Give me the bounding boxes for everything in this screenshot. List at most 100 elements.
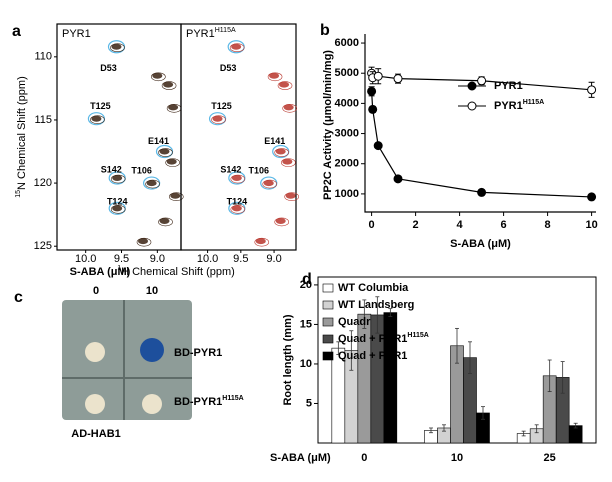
peak — [275, 148, 286, 155]
y-tick-label: 6000 — [335, 37, 359, 49]
y-axis-label-superscript: 15 — [15, 190, 22, 198]
peak — [282, 158, 293, 165]
x-tick-label: 10.0 — [75, 253, 96, 265]
peak — [231, 43, 242, 50]
peak-contour — [110, 43, 125, 53]
y-tick-label: 4000 — [335, 97, 359, 109]
footer-label: AD-HAB1 — [71, 428, 121, 440]
legend-label: Quad + PYR1 — [338, 350, 407, 362]
peak-contour — [274, 217, 290, 227]
peak — [159, 148, 170, 155]
x-axis-label: S-ABA (μM) — [450, 238, 511, 250]
legend-label: WT Landsberg — [338, 299, 414, 311]
peak-contour — [161, 81, 177, 90]
data-point — [393, 174, 403, 184]
yeast-spot — [85, 394, 105, 414]
y-tick-label: 125 — [34, 240, 52, 252]
peak-label: S142 — [101, 164, 122, 174]
y-axis-label: 15N Chemical Shift (ppm) — [15, 76, 28, 198]
peak — [166, 158, 177, 165]
legend-marker — [467, 101, 477, 111]
data-point — [587, 85, 597, 95]
peak-label: D53 — [220, 63, 237, 73]
spectrum-title-text: PYR1 — [62, 28, 91, 40]
legend-label-text: PYR1 — [494, 100, 523, 112]
x-tick-label: 0 — [369, 219, 375, 231]
peak-contour — [158, 148, 173, 157]
x-tick-label: 4 — [457, 219, 464, 231]
legend-label-superscript: H115A — [523, 99, 544, 106]
y-axis-label-text: N Chemical Shift (ppm) — [16, 76, 28, 190]
spectrum-title: PYR1 — [62, 28, 91, 40]
peak-contour — [110, 174, 126, 184]
peak-label: E141 — [264, 136, 285, 146]
peak — [212, 115, 223, 122]
peak-contour — [211, 115, 226, 124]
x-tick-label: 25 — [544, 452, 556, 464]
peak — [255, 238, 266, 245]
peak — [112, 205, 123, 212]
x-axis-label-text: H Chemical Shift (ppm) — [121, 266, 235, 278]
y-tick-label: 1000 — [335, 188, 359, 200]
peak-contour — [230, 174, 246, 184]
x-tick-label: 9.5 — [114, 253, 129, 265]
bar — [331, 347, 346, 444]
legend-label-text: WT Landsberg — [338, 299, 414, 311]
panel-label: c — [14, 289, 23, 306]
x-tick-label: 9.0 — [266, 253, 281, 265]
y-tick-label: 5 — [306, 397, 312, 409]
peak-contour — [229, 43, 245, 53]
peak-contour — [267, 72, 283, 82]
peak — [170, 192, 181, 199]
peak-contour — [110, 205, 126, 214]
assay-title: S-ABA (μM) — [70, 266, 131, 278]
y-tick-label: 3000 — [335, 127, 359, 139]
peak-label: T106 — [248, 165, 269, 175]
peak-contour — [284, 192, 299, 202]
row-label: BD-PYR1H115A — [174, 395, 244, 408]
peak — [138, 238, 149, 245]
peak-label: T125 — [90, 101, 111, 111]
peak-contour — [145, 179, 160, 189]
x-tick-label: 6 — [501, 219, 507, 231]
x-tick-label: 8 — [545, 219, 551, 231]
x-tick-label: 9.5 — [233, 253, 248, 265]
legend-swatch — [322, 283, 334, 293]
peak-contour — [151, 72, 166, 82]
peak — [112, 175, 123, 182]
peak-label: E141 — [148, 136, 169, 146]
peak — [285, 192, 296, 199]
axes — [364, 34, 596, 213]
peak — [152, 72, 163, 79]
panel-label: d — [302, 271, 312, 288]
yeast-spot — [140, 338, 164, 362]
peak-contour — [282, 104, 297, 113]
row-label-superscript: H115A — [222, 395, 243, 402]
peak — [111, 43, 122, 50]
peak-contour — [90, 115, 105, 124]
peak — [263, 180, 274, 187]
data-point — [373, 71, 383, 81]
legend-label: WT Columbia — [338, 282, 409, 294]
y-tick-label: 5000 — [335, 67, 359, 79]
x-axis-label: 1H Chemical Shift (ppm) — [117, 265, 235, 278]
peak-label: T124 — [227, 197, 248, 207]
legend-swatch — [322, 317, 334, 327]
peak-contour — [165, 158, 180, 167]
column-label: 10 — [146, 285, 158, 297]
legend-label: PYR1H115A — [494, 99, 544, 112]
panel-label: b — [320, 22, 330, 39]
x-tick-label: 9.0 — [150, 253, 165, 265]
yeast-assay: S-ABA (μM) 0 10 BD-PYR1 BD-PYR1H115A AD-… — [62, 266, 244, 440]
peak — [231, 175, 242, 182]
row-label-text: BD-PYR1 — [174, 396, 222, 408]
spectrum-title: PYR1H115A — [186, 27, 236, 40]
y-tick-label: 110 — [34, 51, 52, 63]
panel-label: a — [12, 23, 21, 40]
row-label: BD-PYR1 — [174, 347, 222, 359]
peak-contour — [274, 148, 290, 157]
y-tick-label: 20 — [300, 279, 312, 291]
data-point — [367, 86, 377, 96]
spectrum-title-superscript: H115A — [215, 27, 236, 34]
legend-label-text: WT Columbia — [338, 282, 409, 294]
